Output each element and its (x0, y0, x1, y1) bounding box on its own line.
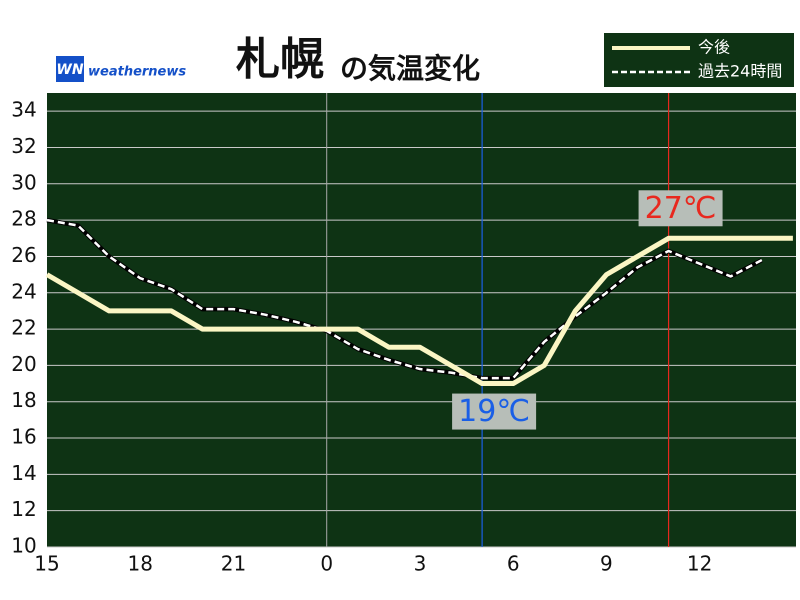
y-tick-label: 26 (11, 243, 36, 267)
y-tick-label: 16 (11, 425, 36, 449)
x-tick-label: 6 (507, 552, 520, 576)
legend-label: 今後 (698, 38, 730, 57)
x-tick-label: 21 (221, 552, 246, 576)
y-tick-label: 12 (11, 497, 36, 521)
chart-title: 札幌 (236, 34, 324, 85)
plot-area (47, 93, 796, 547)
y-tick-label: 18 (11, 388, 36, 412)
annotation-box (452, 393, 537, 430)
y-tick-label: 24 (11, 279, 36, 303)
y-tick-label: 20 (11, 352, 36, 376)
x-tick-label: 18 (128, 552, 153, 576)
chart-subtitle: の気温変化 (340, 52, 480, 85)
brand: weathernews (88, 65, 186, 80)
y-tick-label: 30 (11, 170, 36, 194)
annotation-box (638, 190, 723, 227)
legend-box (602, 31, 796, 89)
line-outline (46, 217, 763, 381)
y-tick-label: 22 (11, 316, 36, 340)
y-tick-label: 14 (11, 461, 36, 485)
y-tick-label: 34 (11, 98, 36, 122)
legend-label: 過去24時間 (698, 62, 782, 81)
annotation: 27℃ (645, 191, 717, 226)
y-tick-label: 10 (11, 534, 36, 558)
x-tick-label: 15 (34, 552, 59, 576)
annotation: 19℃ (458, 394, 530, 429)
y-tick-label: 32 (11, 134, 36, 158)
logo-mark: WN (56, 62, 83, 78)
series-line (45, 235, 793, 387)
logo-box (56, 56, 84, 82)
x-tick-label: 9 (600, 552, 613, 576)
x-tick-label: 3 (414, 552, 427, 576)
y-tick-label: 28 (11, 207, 36, 231)
x-tick-label: 12 (687, 552, 712, 576)
x-tick-label: 0 (320, 552, 333, 576)
